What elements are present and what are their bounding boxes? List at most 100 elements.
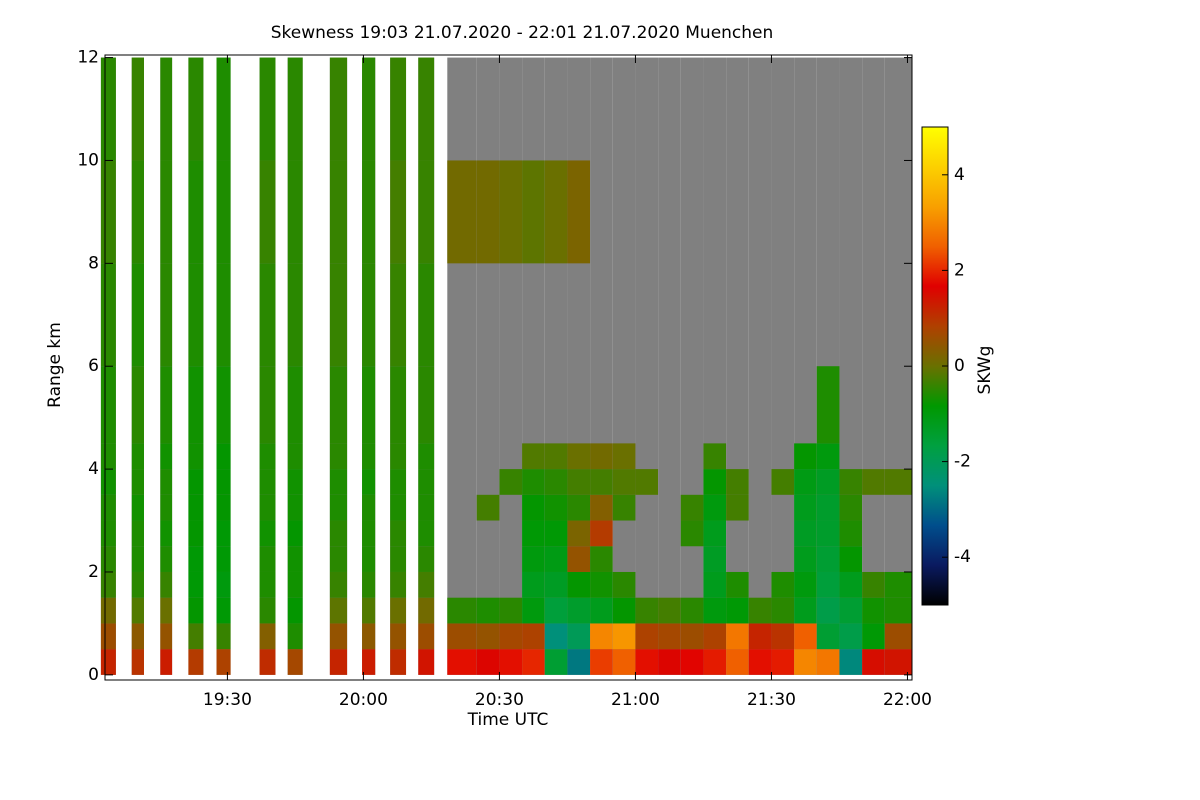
heatmap-cell — [188, 160, 204, 264]
heatmap-cell — [100, 623, 116, 650]
heatmap-cell — [418, 263, 435, 367]
heatmap-cell — [522, 546, 545, 572]
heatmap-cell — [362, 494, 376, 521]
heatmap-cell — [567, 494, 591, 521]
heatmap-cell — [160, 443, 173, 470]
heatmap-cell — [160, 160, 173, 264]
heatmap-cell — [188, 546, 204, 572]
heatmap-cell — [418, 366, 435, 444]
heatmap-cell — [259, 571, 276, 598]
heatmap-cell — [259, 623, 276, 650]
heatmap-cell — [216, 57, 231, 161]
heatmap-cell — [131, 160, 144, 264]
heatmap-cell — [216, 469, 231, 495]
heatmap-cell — [418, 469, 435, 495]
heatmap-cell — [390, 494, 407, 521]
heatmap-cell — [329, 469, 348, 495]
heatmap-cell — [131, 597, 144, 624]
heatmap-cell — [839, 520, 863, 547]
heatmap-cell — [839, 546, 863, 572]
no-signal-column — [862, 57, 885, 675]
heatmap-cell — [862, 623, 885, 650]
heatmap-cell — [329, 546, 348, 572]
no-signal-column — [771, 57, 795, 675]
heatmap-cell — [329, 494, 348, 521]
heatmap-cell — [839, 597, 863, 624]
heatmap-cell — [188, 571, 204, 598]
heatmap-cell — [287, 443, 303, 470]
heatmap-cell — [390, 520, 407, 547]
x-tick-label: 21:30 — [747, 690, 796, 710]
heatmap-cell — [771, 469, 795, 495]
heatmap-cell — [287, 494, 303, 521]
heatmap-cell — [816, 494, 840, 521]
heatmap-cell — [131, 546, 144, 572]
heatmap-cell — [287, 520, 303, 547]
heatmap-cell — [259, 160, 276, 264]
heatmap-cell — [287, 57, 303, 161]
heatmap-cell — [329, 57, 348, 161]
heatmap-cell — [816, 366, 840, 444]
heatmap-cell — [259, 57, 276, 161]
heatmap-cell — [567, 571, 591, 598]
heatmap-cell — [188, 263, 204, 367]
heatmap-cell — [680, 649, 704, 675]
heatmap-cell — [216, 546, 231, 572]
heatmap-cell — [259, 366, 276, 444]
heatmap-cell — [499, 469, 523, 495]
heatmap-cell — [590, 597, 613, 624]
heatmap-cell — [100, 649, 116, 675]
heatmap-cell — [447, 623, 477, 650]
heatmap-cell — [390, 469, 407, 495]
x-tick-label: 22:00 — [883, 690, 932, 710]
heatmap-cell — [771, 597, 795, 624]
heatmap-cell — [160, 623, 173, 650]
heatmap-cell — [160, 494, 173, 521]
no-signal-column — [635, 57, 659, 675]
heatmap-cell — [131, 623, 144, 650]
heatmap-cell — [816, 623, 840, 650]
heatmap-cell — [329, 520, 348, 547]
heatmap-cell — [703, 546, 727, 572]
heatmap-cell — [216, 494, 231, 521]
no-signal-column — [748, 57, 772, 675]
heatmap-cell — [418, 597, 435, 624]
heatmap-cell — [160, 649, 173, 675]
heatmap-cell — [862, 469, 885, 495]
heatmap-cell — [418, 57, 435, 161]
heatmap-cell — [794, 597, 817, 624]
heatmap-cell — [522, 443, 545, 470]
heatmap-cell — [794, 520, 817, 547]
colorbar-tick-label: -4 — [954, 547, 971, 567]
heatmap-cell — [216, 623, 231, 650]
heatmap-cell — [418, 623, 435, 650]
heatmap-cell — [390, 571, 407, 598]
heatmap-cell — [259, 469, 276, 495]
heatmap-cell — [590, 469, 613, 495]
heatmap-cell — [390, 546, 407, 572]
heatmap-cell — [794, 546, 817, 572]
heatmap-cell — [100, 571, 116, 598]
heatmap-cell — [816, 597, 840, 624]
y-tick-label: 0 — [88, 665, 99, 685]
heatmap-cell — [418, 443, 435, 470]
heatmap-cell — [499, 623, 523, 650]
heatmap-cell — [287, 160, 303, 264]
heatmap-cell — [100, 520, 116, 547]
heatmap-cell — [160, 366, 173, 444]
heatmap-cell — [329, 263, 348, 367]
heatmap-cell — [726, 571, 749, 598]
heatmap-cell — [390, 649, 407, 675]
heatmap-cell — [362, 597, 376, 624]
heatmap-cell — [680, 494, 704, 521]
heatmap-cell — [612, 494, 636, 521]
heatmap-cell — [703, 494, 727, 521]
heatmap-cell — [160, 571, 173, 598]
heatmap-cell — [287, 469, 303, 495]
heatmap-cell — [476, 623, 500, 650]
heatmap-cell — [522, 623, 545, 650]
heatmap-cell — [476, 494, 500, 521]
heatmap-cell — [884, 469, 912, 495]
heatmap-cell — [726, 623, 749, 650]
heatmap-cell — [680, 520, 704, 547]
